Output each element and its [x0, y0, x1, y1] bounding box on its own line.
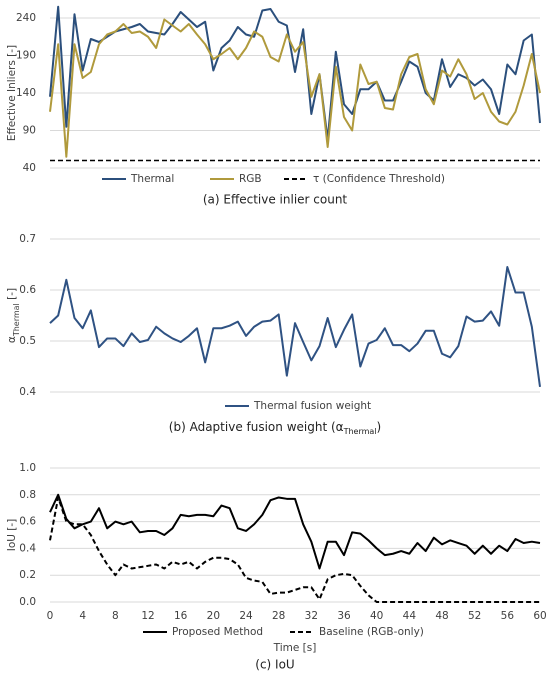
caption: (a) Effective inlier count	[203, 193, 348, 207]
x-tick-label: 48	[435, 610, 448, 622]
y-tick-label: 0.6	[19, 516, 36, 528]
y-tick-label: 90	[23, 125, 36, 137]
x-tick-label: 60	[533, 610, 546, 622]
caption: (c) IoU	[255, 658, 294, 672]
y-tick-label: 0.4	[19, 386, 36, 398]
x-tick-label: 44	[403, 610, 417, 622]
y-tick-label: 0.2	[19, 569, 36, 581]
x-axis-label: Time [s]	[273, 642, 317, 654]
legend-label: Thermal fusion weight	[253, 400, 371, 412]
y-tick-label: 140	[16, 87, 36, 99]
y-tick-label: 1.0	[19, 462, 36, 474]
y-tick-label: 0.4	[19, 542, 36, 554]
y-tick-label: 0.6	[19, 284, 36, 296]
y-axis-label: αThermal [-]	[6, 288, 21, 343]
y-tick-label: 190	[16, 50, 36, 62]
y-tick-label: 0.7	[19, 233, 36, 245]
x-tick-label: 12	[141, 610, 154, 622]
x-tick-label: 28	[272, 610, 285, 622]
y-tick-label: 0.8	[19, 489, 36, 501]
x-tick-label: 32	[305, 610, 318, 622]
y-axis-label: Effective Inliers [-]	[6, 45, 18, 141]
x-tick-label: 4	[79, 610, 86, 622]
text-part: [-]	[6, 288, 18, 303]
caption: (b) Adaptive fusion weight (αThermal)	[169, 420, 381, 437]
x-tick-label: 8	[112, 610, 119, 622]
y-axis-label: IoU [-]	[6, 519, 18, 552]
series-line	[49, 496, 540, 603]
x-tick-label: 24	[239, 610, 253, 622]
text-part: (b) Adaptive fusion weight (α	[169, 420, 344, 434]
x-tick-label: 16	[174, 610, 188, 622]
text-part: Thermal	[343, 427, 377, 436]
text-part: α	[6, 336, 18, 343]
series-line	[49, 493, 541, 570]
y-tick-label: 40	[23, 162, 36, 174]
legend-label: Baseline (RGB-only)	[319, 626, 424, 638]
y-tick-label: 240	[16, 12, 36, 24]
x-tick-label: 20	[207, 610, 220, 622]
legend-label: Proposed Method	[172, 626, 263, 638]
x-tick-label: 36	[337, 610, 351, 622]
text-part: Thermal	[12, 303, 21, 337]
text-part: )	[377, 420, 382, 434]
legend-label: τ (Confidence Threshold)	[313, 173, 445, 185]
y-tick-label: 0.0	[19, 596, 36, 608]
legend-label: RGB	[239, 173, 262, 185]
x-tick-label: 52	[468, 610, 481, 622]
series-line	[49, 5, 541, 141]
series-line	[49, 18, 541, 158]
series-line	[49, 266, 541, 388]
x-tick-label: 40	[370, 610, 383, 622]
y-tick-label: 0.5	[19, 335, 36, 347]
x-tick-label: 0	[47, 610, 54, 622]
legend-label: Thermal	[130, 173, 174, 185]
x-tick-label: 56	[501, 610, 515, 622]
